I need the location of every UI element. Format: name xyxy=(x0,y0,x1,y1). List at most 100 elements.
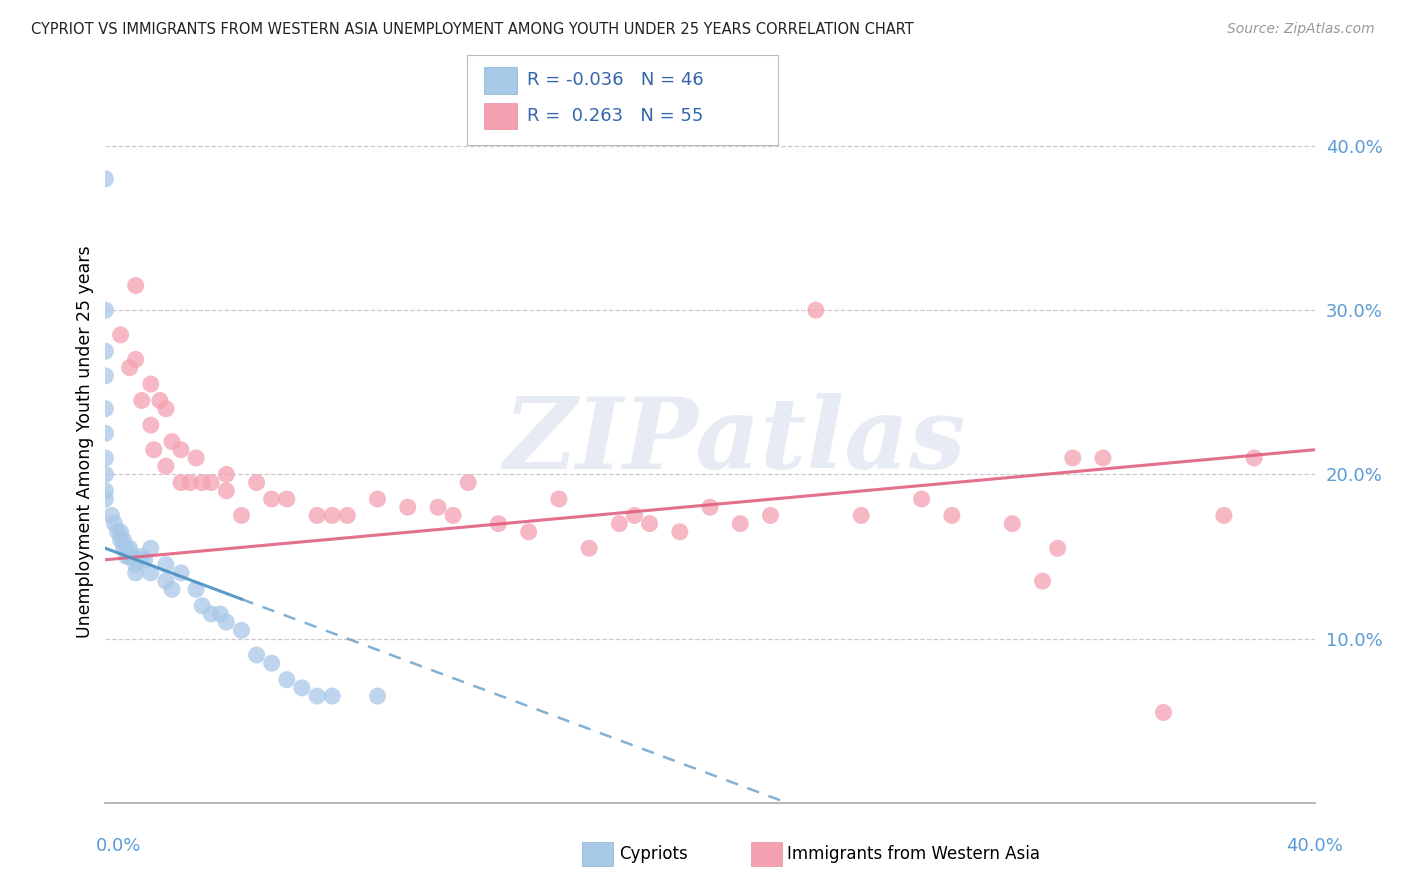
Point xyxy=(321,508,343,523)
Point xyxy=(186,450,208,465)
Point xyxy=(115,541,138,556)
Point xyxy=(1001,516,1024,531)
Point xyxy=(669,524,692,539)
Point xyxy=(142,442,165,457)
Point xyxy=(170,442,193,457)
Text: CYPRIOT VS IMMIGRANTS FROM WESTERN ASIA UNEMPLOYMENT AMONG YOUTH UNDER 25 YEARS : CYPRIOT VS IMMIGRANTS FROM WESTERN ASIA … xyxy=(31,22,914,37)
Point xyxy=(231,624,253,638)
Point xyxy=(139,418,162,433)
Point xyxy=(366,491,388,506)
Point xyxy=(276,491,298,506)
Point xyxy=(170,566,193,580)
Point xyxy=(155,459,177,474)
Point xyxy=(307,689,329,703)
Point xyxy=(94,303,117,318)
Point xyxy=(200,607,222,621)
Point xyxy=(134,553,156,567)
Point xyxy=(139,377,162,392)
Point xyxy=(124,352,148,367)
Text: R = -0.036   N = 46: R = -0.036 N = 46 xyxy=(527,71,704,89)
Point xyxy=(94,467,117,482)
Point xyxy=(94,426,117,441)
Point xyxy=(215,467,238,482)
Y-axis label: Unemployment Among Youth under 25 years: Unemployment Among Youth under 25 years xyxy=(76,245,94,638)
Point xyxy=(215,483,238,498)
Point xyxy=(139,541,162,556)
Point xyxy=(804,303,827,318)
Point xyxy=(1243,450,1265,465)
Point xyxy=(121,549,143,564)
Point xyxy=(139,566,162,580)
Point xyxy=(118,549,141,564)
Point xyxy=(260,657,283,671)
Point xyxy=(215,615,238,630)
Point xyxy=(441,508,464,523)
Point xyxy=(110,327,132,342)
Point xyxy=(94,344,117,359)
Text: Immigrants from Western Asia: Immigrants from Western Asia xyxy=(787,845,1040,863)
Point xyxy=(457,475,479,490)
Point xyxy=(1032,574,1054,588)
Point xyxy=(200,475,222,490)
Point xyxy=(1046,541,1069,556)
Point xyxy=(124,566,148,580)
Point xyxy=(124,278,148,293)
Point xyxy=(110,533,132,547)
Point xyxy=(1062,450,1084,465)
Point xyxy=(336,508,359,523)
Point xyxy=(149,393,172,408)
Point xyxy=(548,491,571,506)
Point xyxy=(638,516,661,531)
Point xyxy=(1212,508,1236,523)
Point xyxy=(231,508,253,523)
Point xyxy=(118,360,141,375)
Point xyxy=(94,401,117,416)
Point xyxy=(396,500,419,515)
Point xyxy=(191,599,214,613)
Point xyxy=(115,549,138,564)
Point xyxy=(1092,450,1115,465)
Point xyxy=(110,524,132,539)
Point xyxy=(112,541,135,556)
Point xyxy=(609,516,631,531)
Point xyxy=(186,582,208,597)
Text: 40.0%: 40.0% xyxy=(1286,837,1343,855)
Point xyxy=(911,491,934,506)
Text: R =  0.263   N = 55: R = 0.263 N = 55 xyxy=(527,107,703,125)
Point xyxy=(131,549,153,564)
Point xyxy=(155,574,177,588)
Point xyxy=(155,558,177,572)
Point xyxy=(94,450,117,465)
Point xyxy=(155,401,177,416)
Point xyxy=(260,491,283,506)
Point xyxy=(103,516,125,531)
Point xyxy=(1153,706,1175,720)
Point xyxy=(94,171,117,186)
Point xyxy=(849,508,872,523)
Point xyxy=(118,541,141,556)
Point xyxy=(941,508,963,523)
Point xyxy=(427,500,450,515)
Point xyxy=(131,393,153,408)
Point xyxy=(100,508,122,523)
Point xyxy=(366,689,388,703)
Text: Cypriots: Cypriots xyxy=(619,845,688,863)
Point xyxy=(209,607,232,621)
Point xyxy=(160,582,183,597)
Point xyxy=(321,689,343,703)
Point xyxy=(179,475,201,490)
Point xyxy=(107,524,129,539)
Point xyxy=(191,475,214,490)
Point xyxy=(291,681,314,695)
Text: ZIPatlas: ZIPatlas xyxy=(503,393,966,490)
Point xyxy=(94,483,117,498)
Point xyxy=(623,508,645,523)
Point xyxy=(488,516,510,531)
Point xyxy=(124,553,148,567)
Point xyxy=(307,508,329,523)
Text: 0.0%: 0.0% xyxy=(96,837,141,855)
Point xyxy=(94,491,117,506)
Point xyxy=(276,673,298,687)
Point xyxy=(94,368,117,383)
Text: Source: ZipAtlas.com: Source: ZipAtlas.com xyxy=(1227,22,1375,37)
